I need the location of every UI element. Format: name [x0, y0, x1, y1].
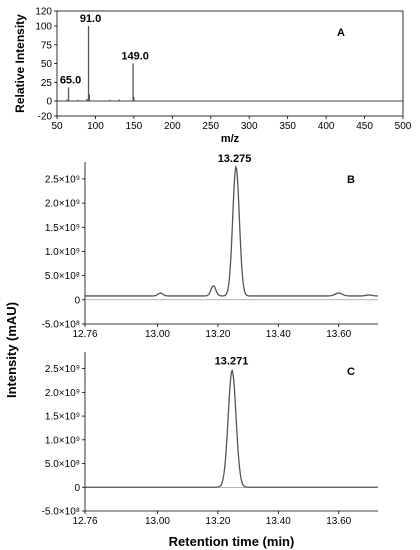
x-tick-label: 13.00	[145, 329, 170, 340]
panel-b: -5.0×10⁸ 0 5.0×10⁸ 1.0×10⁹ 1.5×10⁹ 2.0×10⁹ 2.5…	[42, 153, 379, 340]
x-tick-label: 250	[202, 121, 219, 132]
panel-c: -5.0×10⁸ 0 5.0×10⁸ 1.0×10⁹ 1.5×10⁹ 2.0×10⁹ 2.5…	[42, 352, 378, 549]
x-tick-label: 400	[318, 121, 335, 132]
x-tick-label: 100	[87, 121, 104, 132]
x-tick-label: 50	[51, 121, 63, 132]
shared-y-axis-label: Intensity (mAU)	[4, 302, 19, 398]
y-tick-label: 1.0×10⁹	[45, 435, 80, 446]
peak-label: 91.0	[80, 13, 101, 25]
x-tick-label: 13.60	[326, 329, 351, 340]
panel-a-frame	[56, 10, 404, 117]
x-tick-label: 500	[395, 121, 412, 132]
y-tick-label: 1.5×10⁹	[45, 223, 80, 234]
x-tick-label: 13.20	[205, 329, 230, 340]
panel-letter-a: A	[337, 27, 345, 39]
x-tick-label: 150	[126, 121, 143, 132]
y-axis-label: Relative Intensity	[13, 14, 27, 113]
y-tick-label: 2.0×10⁹	[45, 199, 80, 210]
y-tick-label: 0	[46, 97, 52, 108]
y-tick-label: 75	[41, 40, 53, 51]
y-tick-label: -5.0×10⁸	[42, 320, 80, 331]
y-tick-label: 0	[74, 295, 80, 306]
x-axis-label: Retention time (min)	[169, 534, 295, 549]
peak-label: 65.0	[60, 75, 81, 87]
x-tick-label: 13.20	[205, 516, 230, 527]
y-tick-label: 0	[74, 483, 80, 494]
x-tick-label: 12.76	[72, 329, 97, 340]
y-tick-label: 25	[41, 78, 53, 89]
y-tick-label: -20	[38, 112, 53, 123]
peak-label: 13.275	[218, 153, 252, 165]
y-tick-label: 1.5×10⁹	[45, 412, 80, 423]
y-tick-label: 120	[35, 7, 52, 18]
x-tick-label: 13.40	[266, 516, 291, 527]
y-tick-label: 5.0×10⁸	[45, 271, 80, 282]
x-tick-label: 450	[356, 121, 373, 132]
x-tick-label: 13.60	[326, 516, 351, 527]
x-tick-label: 12.76	[72, 516, 97, 527]
x-tick-label: 13.00	[145, 516, 170, 527]
x-tick-label: 300	[241, 121, 258, 132]
peak-label: 149.0	[121, 51, 149, 63]
chromatogram-trace	[85, 368, 378, 488]
chromatogram-trace	[85, 164, 379, 297]
x-tick-label: 350	[279, 121, 296, 132]
y-tick-label: 2.5×10⁹	[45, 364, 80, 375]
x-tick-label: 200	[164, 121, 181, 132]
x-tick-label: 13.40	[266, 329, 291, 340]
y-tick-label: 50	[41, 59, 53, 70]
panel-a: -20 0 25 50 75 100 120 50 100 150 200 250 300 350 400 4…	[13, 7, 412, 146]
y-tick-label: -5.0×10⁸	[42, 507, 80, 518]
shared-labels: Intensity (mAU)	[4, 302, 19, 398]
panel-letter: C	[347, 366, 355, 378]
y-tick-label: 5.0×10⁸	[45, 459, 80, 470]
y-tick-label: 2.5×10⁹	[45, 174, 80, 185]
y-tick-label: 2.0×10⁹	[45, 388, 80, 399]
y-tick-label: 100	[35, 22, 52, 33]
panel-letter: B	[347, 174, 355, 186]
y-tick-label: 1.0×10⁹	[45, 247, 80, 258]
x-axis-label: m/z	[221, 133, 240, 145]
peak-label: 13.271	[215, 356, 249, 368]
